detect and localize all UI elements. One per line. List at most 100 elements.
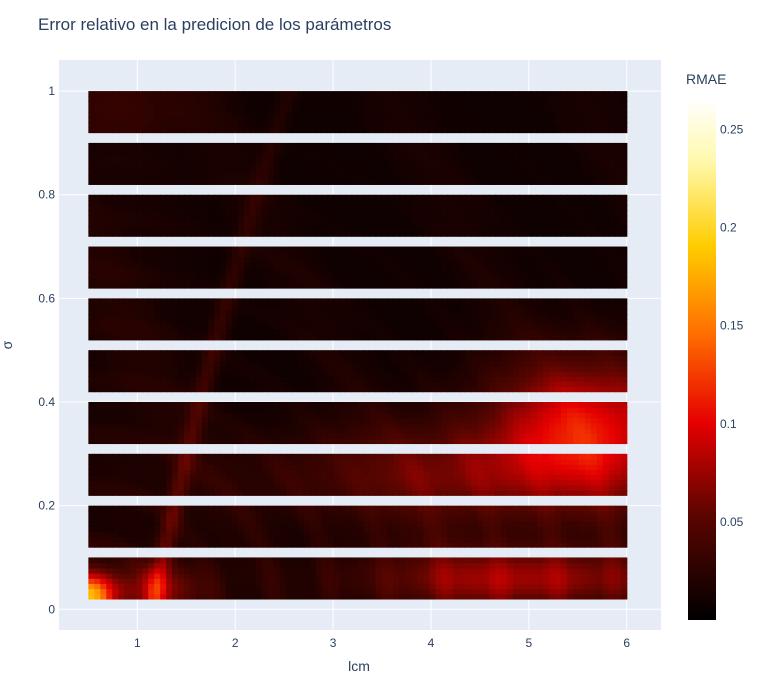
heatmap-cell: [584, 531, 592, 538]
heatmap-cell: [196, 562, 203, 569]
heatmap-cell: [554, 308, 562, 315]
heatmap-cell: [411, 573, 418, 579]
heatmap-cell: [148, 490, 155, 496]
heatmap-cell: [100, 531, 107, 538]
heatmap-cell: [160, 313, 167, 320]
heatmap-cell: [225, 459, 233, 465]
heatmap-cell: [196, 313, 203, 320]
heatmap-cell: [495, 319, 502, 325]
heatmap-cell: [405, 541, 412, 548]
heatmap-cell: [483, 427, 490, 434]
heatmap-cell: [261, 562, 269, 569]
heatmap-cell: [477, 355, 484, 362]
heatmap-cell: [387, 557, 395, 564]
heatmap-cell: [381, 334, 389, 341]
heatmap-cell: [279, 319, 287, 325]
heatmap-cell: [100, 324, 107, 331]
heatmap-cell: [405, 376, 412, 382]
heatmap-cell: [88, 272, 95, 279]
heatmap-cell: [190, 490, 197, 496]
heatmap-cell: [297, 464, 305, 470]
heatmap-cell: [178, 536, 185, 543]
heatmap-cell: [501, 526, 508, 533]
heatmap-cell: [560, 469, 568, 476]
heatmap-cell: [411, 505, 418, 512]
heatmap-cell: [142, 474, 149, 481]
heatmap-cell: [225, 262, 233, 268]
heatmap-cell: [554, 272, 562, 279]
heatmap-cell: [495, 510, 502, 517]
heatmap-cell: [399, 370, 407, 377]
heatmap-cell: [219, 469, 227, 476]
heatmap-cell: [351, 557, 359, 564]
heatmap-cell: [225, 505, 233, 512]
heatmap-cell: [363, 251, 371, 258]
heatmap-cell: [130, 246, 137, 253]
heatmap-cell: [513, 303, 520, 310]
heatmap-cell: [411, 272, 418, 279]
heatmap-cell: [339, 521, 347, 527]
heatmap-cell: [357, 593, 365, 600]
heatmap-cell: [339, 469, 347, 476]
heatmap-cell: [249, 262, 257, 268]
heatmap-cell: [237, 541, 245, 548]
heatmap-cell: [513, 350, 520, 356]
heatmap-cell: [441, 267, 448, 274]
heatmap-cell: [136, 350, 143, 356]
heatmap-cell: [219, 381, 227, 388]
heatmap-cell: [495, 417, 502, 424]
heatmap-cell: [519, 562, 526, 569]
heatmap-cell: [231, 433, 239, 439]
heatmap-cell: [351, 588, 359, 595]
heatmap-cell: [393, 474, 401, 481]
heatmap-cell: [118, 484, 125, 491]
heatmap-cell: [267, 459, 275, 465]
heatmap-cell: [501, 324, 508, 331]
heatmap-cell: [279, 350, 287, 356]
heatmap-cell: [381, 479, 389, 486]
heatmap-cell: [554, 433, 562, 439]
heatmap-cell: [267, 469, 275, 476]
heatmap-cell: [136, 313, 143, 320]
heatmap-cell: [184, 433, 191, 439]
heatmap-cell: [315, 557, 323, 564]
heatmap-cell: [602, 303, 610, 310]
heatmap-cell: [112, 490, 119, 496]
heatmap-cell: [106, 588, 113, 595]
heatmap-cell: [447, 562, 454, 569]
heatmap-cell: [231, 562, 239, 569]
heatmap-cell: [375, 541, 383, 548]
heatmap-cell: [202, 319, 209, 325]
heatmap-cell: [249, 251, 257, 258]
heatmap-cell: [208, 583, 215, 590]
heatmap-cell: [124, 267, 131, 274]
heatmap-cell: [142, 541, 149, 548]
heatmap-cell: [285, 474, 293, 481]
heatmap-cell: [405, 267, 412, 274]
heatmap-cell: [578, 324, 586, 331]
heatmap-cell: [578, 567, 586, 574]
heatmap-cell: [363, 350, 371, 356]
heatmap-cell: [172, 459, 179, 465]
heatmap-cell: [423, 267, 430, 274]
heatmap-cell: [566, 484, 574, 491]
heatmap-cell: [154, 567, 161, 574]
heatmap-cell: [483, 422, 490, 429]
heatmap-cell: [243, 593, 251, 600]
heatmap-cell: [441, 531, 448, 538]
heatmap-cell: [519, 262, 526, 268]
heatmap-cell: [142, 319, 149, 325]
heatmap-cell: [495, 484, 502, 491]
heatmap-cell: [471, 272, 478, 279]
heatmap-cell: [231, 516, 239, 522]
heatmap-cell: [375, 557, 383, 564]
heatmap-cell: [225, 427, 233, 434]
heatmap-cell: [608, 370, 616, 377]
heatmap-cell: [596, 562, 604, 569]
heatmap-cell: [231, 298, 239, 305]
heatmap-cell: [548, 262, 556, 268]
heatmap-cell: [537, 350, 544, 356]
heatmap-cell: [477, 360, 484, 367]
heatmap-cell: [178, 256, 185, 263]
heatmap-cell: [357, 453, 365, 460]
